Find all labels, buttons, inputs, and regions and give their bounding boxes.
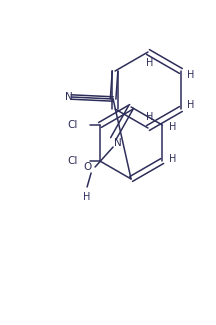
Text: H: H (168, 122, 176, 132)
Text: Cl: Cl (68, 120, 78, 130)
Text: H: H (146, 58, 154, 68)
Text: N: N (114, 138, 122, 148)
Text: Cl: Cl (68, 156, 78, 166)
Text: H: H (83, 192, 91, 202)
Text: H: H (187, 70, 195, 80)
Text: H: H (187, 100, 195, 110)
Text: N: N (65, 92, 73, 102)
Text: O: O (83, 162, 91, 172)
Text: H: H (146, 112, 154, 122)
Text: H: H (168, 154, 176, 164)
